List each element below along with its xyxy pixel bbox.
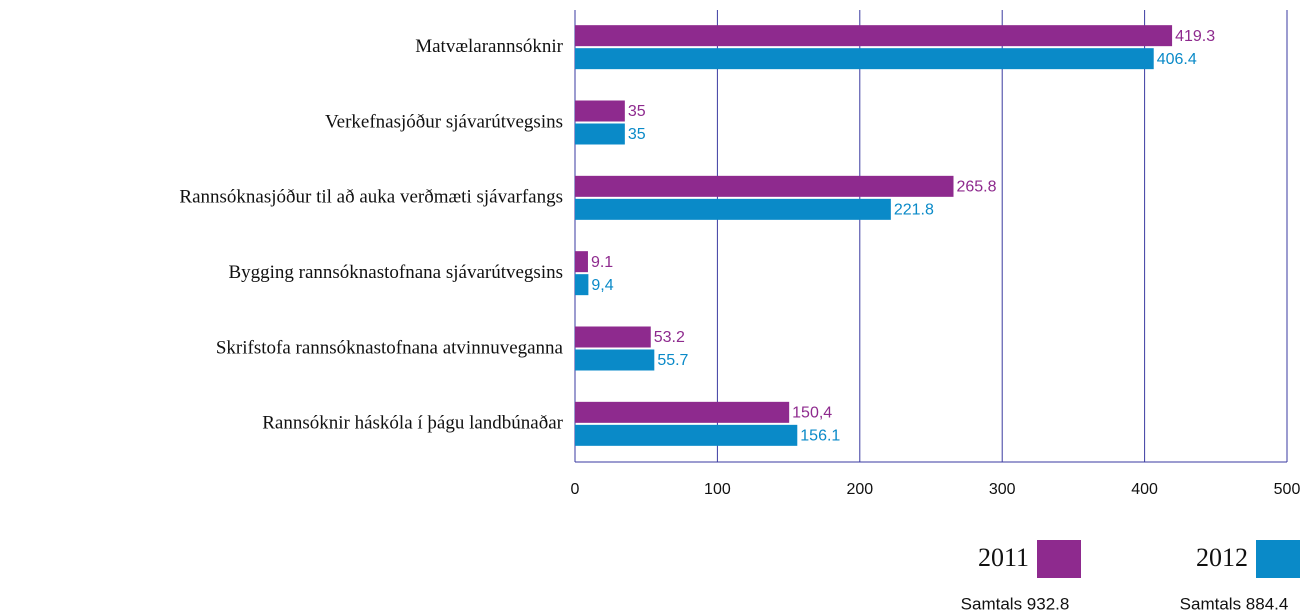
bar	[575, 274, 589, 296]
value-label: 35	[628, 103, 646, 120]
legend-total: Samtals 932.8	[961, 594, 1070, 613]
x-tick-label: 400	[1131, 481, 1158, 498]
value-label: 55.7	[657, 352, 688, 369]
y-tick-label: Rannsóknir háskóla í þágu landbúnaðar	[262, 413, 563, 434]
legend-total: Samtals 884.4	[1180, 594, 1289, 613]
value-label: 9.1	[591, 254, 613, 271]
value-label: 53.2	[654, 329, 685, 346]
y-tick-label: Rannsóknasjóður til að auka verðmæti sjá…	[179, 187, 563, 208]
bar	[575, 25, 1173, 47]
y-tick-label: Bygging rannsóknastofnana sjávarútvegsin…	[228, 262, 563, 283]
bar	[575, 424, 798, 446]
value-label: 35	[628, 126, 646, 143]
legend-swatch	[1256, 540, 1300, 578]
x-tick-label: 300	[989, 481, 1016, 498]
bar	[575, 251, 588, 273]
y-tick-label: Skrifstofa rannsóknastofnana atvinnuvega…	[216, 337, 564, 358]
bar	[575, 198, 891, 220]
legend-label: 2012	[1196, 543, 1248, 572]
legend-swatch	[1037, 540, 1081, 578]
value-label: 221.8	[894, 202, 934, 219]
y-tick-label: Verkefnasjóður sjávarútvegsins	[325, 111, 563, 132]
x-tick-label: 0	[571, 481, 580, 498]
value-label: 419.3	[1175, 28, 1215, 45]
x-tick-label: 100	[704, 481, 731, 498]
bar	[575, 326, 651, 348]
bar	[575, 349, 655, 371]
value-label: 150,4	[792, 405, 832, 422]
bar	[575, 401, 790, 423]
bar	[575, 100, 625, 122]
bar	[575, 175, 954, 197]
value-label: 156.1	[800, 428, 840, 445]
value-label: 9,4	[591, 277, 613, 294]
value-label: 265.8	[956, 179, 996, 196]
x-tick-label: 200	[846, 481, 873, 498]
legend-label: 2011	[978, 543, 1029, 572]
value-label: 406.4	[1157, 51, 1197, 68]
bar	[575, 48, 1154, 70]
x-tick-label: 500	[1274, 481, 1301, 498]
y-tick-label: Matvælarannsóknir	[415, 36, 563, 57]
bar	[575, 123, 625, 145]
